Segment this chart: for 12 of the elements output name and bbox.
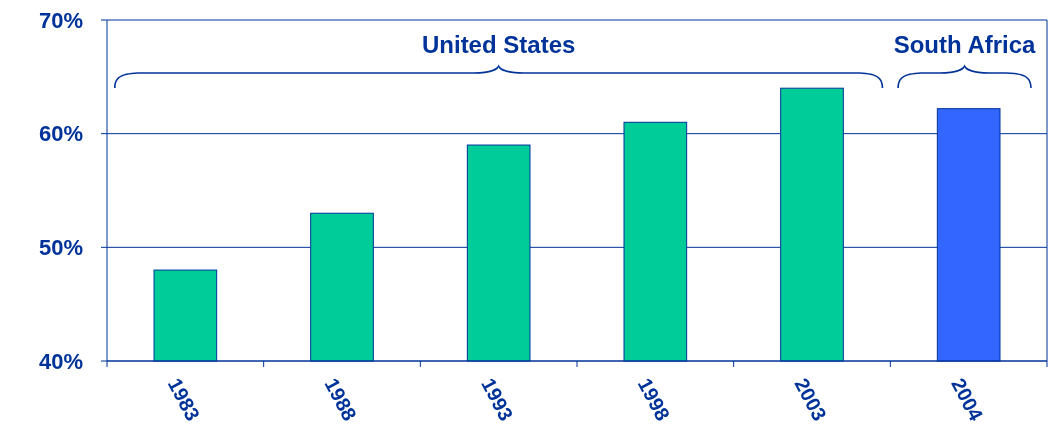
- x-tick-label: 1993: [477, 374, 518, 425]
- x-tick-label: 1998: [633, 374, 675, 425]
- annotation: South Africa: [893, 31, 1037, 58]
- x-tick-label: 2003: [790, 374, 831, 425]
- annotation: United States: [421, 31, 576, 58]
- y-tick-label: 70%: [38, 7, 83, 33]
- y-tick-label: 40%: [38, 348, 83, 374]
- x-tick-label: 2004: [947, 374, 988, 425]
- y-tick-label: 60%: [38, 121, 83, 147]
- x-tick-label: 1988: [320, 374, 361, 425]
- y-tick-label: 50%: [38, 235, 83, 261]
- x-tick-label: 1983: [163, 374, 205, 425]
